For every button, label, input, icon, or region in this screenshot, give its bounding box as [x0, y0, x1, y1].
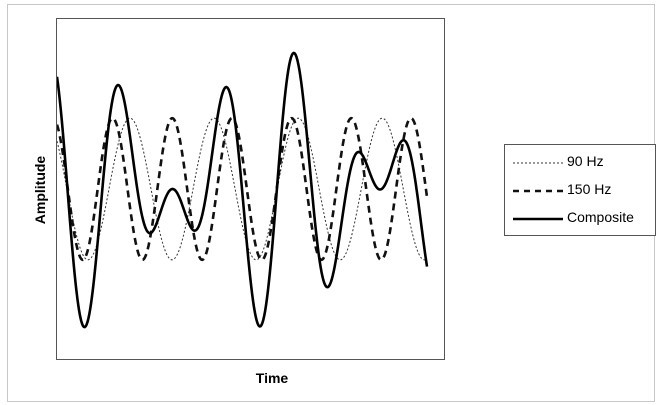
legend-label-150hz: 150 Hz: [567, 181, 612, 197]
legend-label-composite: Composite: [567, 209, 634, 225]
plot-area: [56, 18, 445, 360]
legend-item-150hz: 150 Hz: [505, 179, 655, 201]
series-90-hz: [57, 117, 428, 261]
legend-item-90hz: 90 Hz: [505, 151, 655, 173]
y-axis-label: Amplitude: [32, 155, 48, 225]
series-composite: [57, 51, 429, 329]
legend-swatch-90hz: [513, 162, 563, 164]
legend: 90 Hz 150 Hz Composite: [504, 144, 656, 236]
legend-swatch-composite: [513, 217, 563, 221]
x-axis-label: Time: [255, 370, 289, 386]
legend-item-composite: Composite: [505, 207, 655, 229]
legend-label-90hz: 90 Hz: [567, 153, 604, 169]
plot-svg: [57, 51, 429, 329]
legend-swatch-150hz: [513, 189, 563, 193]
series-150-hz: [57, 116, 429, 262]
